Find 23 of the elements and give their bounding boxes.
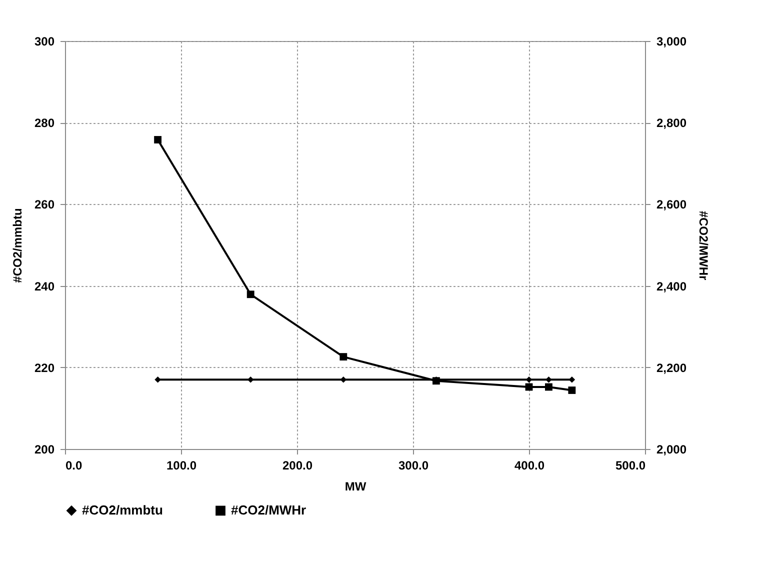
y2-tick-label: 3,000 bbox=[656, 34, 687, 48]
legend-label: #CO2/MWHr bbox=[231, 502, 306, 518]
y2-tick-label: 2,800 bbox=[656, 116, 687, 130]
x-tick-label: 300.0 bbox=[398, 458, 429, 472]
y2-tick-label: 2,200 bbox=[656, 360, 687, 375]
y2-axis-title: #CO2/MWHr bbox=[696, 210, 711, 280]
y-tick-label: 240 bbox=[34, 279, 55, 294]
x-tick-label: 500.0 bbox=[615, 458, 646, 472]
y2-tick-label: 2,600 bbox=[656, 198, 687, 212]
x-tick-label: 400.0 bbox=[514, 458, 545, 472]
y-axis-title: #CO2/mmbtu bbox=[10, 208, 24, 283]
y-tick-label: 300 bbox=[34, 34, 55, 48]
y-tick-label: 260 bbox=[34, 198, 55, 212]
y2-tick-label: 2,400 bbox=[656, 279, 687, 294]
y-tick-label: 220 bbox=[34, 360, 55, 375]
x-tick-label: 0.0 bbox=[66, 458, 83, 472]
x-tick-label: 200.0 bbox=[282, 458, 313, 472]
y2-tick-label: 2,000 bbox=[656, 442, 687, 456]
x-tick-label: 100.0 bbox=[166, 458, 197, 472]
x-axis-title: MW bbox=[344, 480, 367, 494]
legend-label: #CO2/mmbtu bbox=[82, 502, 163, 518]
y-tick-label: 200 bbox=[34, 442, 55, 456]
y-tick-label: 280 bbox=[34, 116, 55, 130]
